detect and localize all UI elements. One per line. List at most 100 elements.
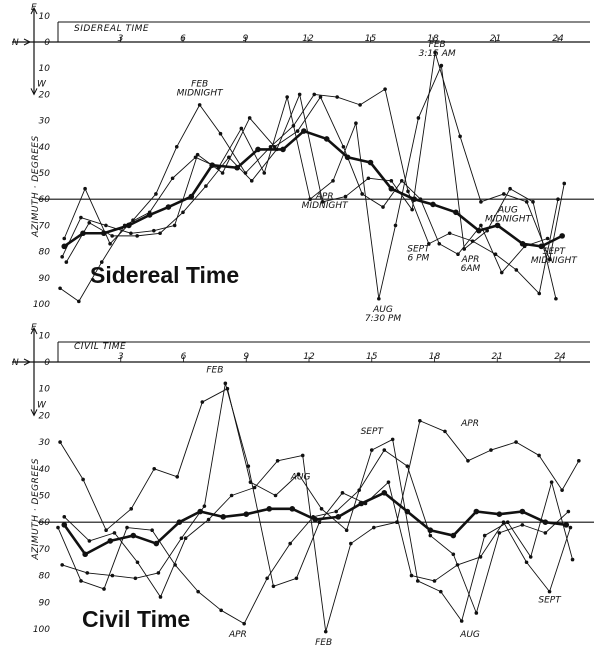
annotation-label: AUG — [497, 205, 518, 215]
annotation-sublabel: MIDNIGHT — [531, 256, 578, 266]
data-point — [318, 95, 323, 99]
mean-point — [542, 519, 549, 525]
annotation-label: FEB — [206, 366, 223, 376]
data-point — [349, 541, 353, 546]
east-label: E — [31, 323, 37, 333]
data-point — [549, 480, 554, 484]
data-point — [508, 186, 512, 191]
y-tick-label: 50 — [39, 169, 51, 179]
data-point — [386, 480, 391, 484]
data-point — [360, 192, 364, 196]
data-point — [206, 517, 211, 522]
data-point — [135, 234, 139, 238]
data-point — [354, 121, 358, 126]
data-point — [227, 155, 231, 160]
data-point — [319, 507, 324, 511]
data-point — [458, 134, 462, 139]
x-tick-label: 21 — [492, 352, 503, 362]
mean-series-line — [63, 491, 567, 556]
data-point — [479, 200, 483, 204]
mean-point — [496, 511, 503, 517]
north-arrow — [23, 38, 32, 46]
data-point — [415, 579, 420, 583]
data-point — [56, 525, 60, 530]
west-label: W — [37, 400, 47, 410]
data-point — [437, 241, 442, 246]
data-point — [493, 252, 498, 257]
data-point — [62, 236, 67, 241]
data-point — [265, 576, 269, 581]
data-point — [331, 179, 335, 183]
north-arrow — [23, 358, 32, 366]
data-point — [175, 475, 180, 479]
data-point — [405, 464, 410, 468]
y-tick-label: 80 — [39, 572, 51, 582]
data-point — [443, 429, 447, 434]
annotation-sublabel: 7:30 PM — [365, 314, 401, 324]
panel-civil — [12, 326, 594, 634]
data-point — [275, 458, 280, 463]
data-point — [482, 533, 487, 538]
data-point — [570, 557, 575, 562]
mean-point — [61, 522, 68, 528]
mean-point — [388, 185, 395, 192]
mean-point — [381, 490, 388, 496]
axis-arrow-down — [30, 88, 38, 96]
data-point — [58, 440, 62, 444]
x-tick-label: 6 — [181, 352, 187, 362]
y-tick-label: 10 — [39, 331, 51, 341]
annotation-label: AUG — [459, 630, 480, 640]
data-point — [204, 184, 208, 188]
data-point — [382, 448, 387, 452]
annotation-label: APR — [461, 255, 480, 265]
mean-point — [430, 201, 436, 208]
data-point — [181, 210, 185, 215]
mean-point — [450, 532, 457, 539]
data-point — [133, 576, 138, 581]
data-point — [129, 507, 134, 511]
data-point — [323, 629, 328, 634]
y-tick-label: 90 — [39, 274, 51, 284]
data-point — [220, 171, 225, 175]
data-point — [174, 145, 179, 149]
data-point — [312, 92, 317, 97]
data-point — [406, 189, 410, 194]
mean-point — [559, 233, 565, 239]
data-point — [156, 571, 161, 575]
x-tick-label: 18 — [427, 34, 439, 44]
x-axis-title: CIVIL TIME — [74, 342, 126, 352]
data-point — [432, 579, 437, 583]
data-point — [418, 197, 423, 201]
data-point — [505, 520, 510, 524]
data-point — [249, 179, 254, 183]
series-line — [61, 96, 548, 274]
series-line — [65, 52, 565, 263]
data-point — [514, 440, 518, 444]
data-point — [497, 531, 502, 535]
data-point — [288, 541, 292, 546]
data-point — [520, 523, 525, 527]
data-point — [522, 244, 527, 249]
data-point — [170, 176, 175, 181]
y-tick-label: 70 — [39, 545, 51, 555]
data-point — [451, 552, 456, 557]
y-tick-label: 70 — [39, 221, 51, 231]
data-point — [389, 179, 394, 183]
data-point — [229, 493, 234, 498]
data-point — [334, 509, 338, 514]
y-tick-label: 50 — [39, 492, 51, 502]
data-point — [560, 488, 564, 492]
data-point — [462, 247, 467, 251]
panel-title: Sidereal Time — [90, 262, 239, 288]
y-tick-label: 30 — [39, 117, 51, 127]
data-point — [341, 145, 346, 149]
data-point — [372, 525, 376, 530]
mean-point — [243, 511, 250, 517]
data-point — [344, 528, 349, 533]
data-point — [466, 458, 470, 463]
data-point — [60, 563, 64, 567]
panel-title: Civil Time — [82, 606, 190, 632]
mean-point — [335, 514, 342, 520]
data-point — [485, 228, 489, 233]
data-point — [197, 103, 202, 107]
